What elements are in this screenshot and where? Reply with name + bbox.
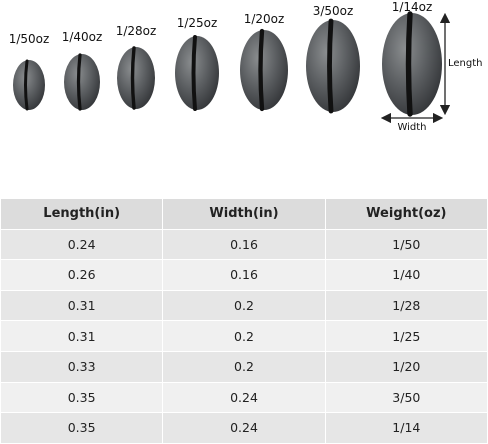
table-cell: 1/14 [324,412,488,444]
sinker-slot [191,35,197,111]
sinker [13,60,45,110]
size-label: 1/50oz [9,32,50,46]
table-cell: 0.2 [162,320,326,352]
sinker-slot [130,46,136,110]
size-label: 1/40oz [62,30,103,44]
table-cell: 0.26 [0,259,164,291]
table-row: 0.26 0.16 1/40 [0,259,488,291]
table-cell: 1/28 [324,289,488,322]
size-label: 1/14oz [392,0,433,14]
table-row: 0.31 0.2 1/28 [0,289,488,322]
table-row: 0.31 0.2 1/25 [0,320,488,352]
sinker [382,13,442,115]
sinker [240,30,288,110]
table-row: 0.35 0.24 3/50 [0,381,488,414]
sinker [117,47,155,109]
table-row: 0.35 0.24 1/14 [0,412,488,444]
size-label: 1/20oz [244,12,285,26]
width-label: Width [397,122,426,133]
sinker-slot [76,53,82,111]
sinker-slot [405,11,413,117]
table-cell: 0.31 [0,289,164,322]
table-cell: 0.24 [162,381,326,414]
sinker-slot [24,59,29,111]
sinker [306,20,360,112]
table-cell: 0.2 [162,350,326,383]
table-cell: 3/50 [324,381,488,414]
table-cell: 1/25 [324,320,488,352]
length-label: Length [448,58,483,69]
size-label: 3/50oz [313,4,354,18]
table-cell: 0.33 [0,350,164,383]
size-label: 1/28oz [116,24,157,38]
header-cell: Weight(oz) [324,198,488,230]
table-cell: 0.35 [0,412,164,444]
table-cell: 0.31 [0,320,164,352]
table-cell: 0.16 [162,228,326,261]
sinker-slot [327,18,334,114]
table-row: 0.24 0.16 1/50 [0,228,488,261]
sinker-illustration: Length Width 1/50oz 1/40oz 1/28oz 1/25oz 1/2… [9,0,483,133]
sinker [64,54,100,110]
header-row: Length(in) Width(in) Weight(oz) [0,198,488,230]
table-cell: 1/40 [324,259,488,291]
table-row: 0.33 0.2 1/20 [0,350,488,383]
size-label: 1/25oz [177,16,218,30]
table-cell: 0.24 [0,228,164,261]
table-cell: 1/50 [324,228,488,261]
table-cell: 0.16 [162,259,326,291]
header-cell: Length(in) [0,198,164,230]
spec-table: Length(in) Width(in) Weight(oz) 0.24 0.16 1/… [0,198,488,444]
header-cell: Width(in) [162,198,326,230]
table-cell: 0.35 [0,381,164,414]
table-cell: 0.24 [162,412,326,444]
table-cell: 1/20 [324,350,488,383]
table-cell: 0.2 [162,289,326,322]
sinker-slot [258,28,265,112]
sinker [175,36,219,110]
